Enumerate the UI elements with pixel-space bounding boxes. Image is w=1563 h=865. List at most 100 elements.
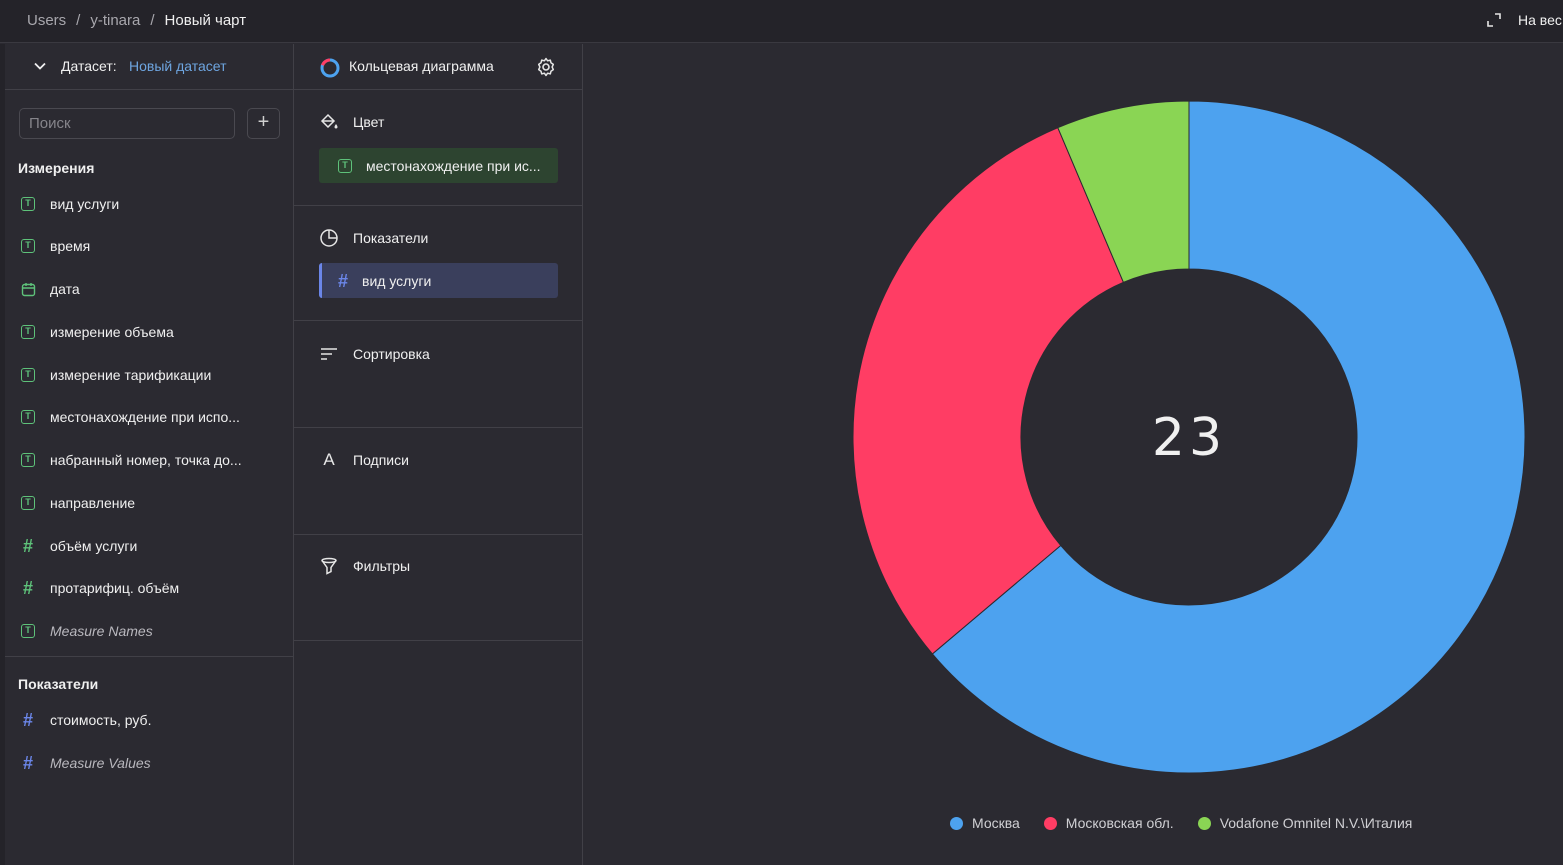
field-item[interactable]: T время [18,231,288,261]
dataset-selector[interactable]: Датасет: Новый датасет [5,44,293,90]
legend-dot [1043,816,1057,830]
hash-icon: # [22,753,33,773]
labels-section-header: A Подписи [319,450,409,470]
chip-label: местонахождение при ис... [366,157,541,174]
sort-section-header: Сортировка [319,344,430,364]
text-type-icon: T [18,365,38,385]
field-label: вид услуги [50,196,120,212]
visualization-selector[interactable]: Кольцевая диаграмма [294,44,583,90]
color-section-label: Цвет [353,114,385,130]
text-type-icon: T [18,450,38,470]
legend-item-vodafone[interactable]: Vodafone Omnitel N.V.\Италия [1197,815,1413,831]
add-field-button[interactable]: + [247,108,280,139]
text-type-icon: T [18,493,38,513]
filters-section-label: Фильтры [353,558,411,574]
field-item[interactable]: # стоимость, руб. [18,705,288,735]
legend-dot [1197,816,1211,830]
chip-label: вид услуги [362,272,432,289]
color-section-header: Цвет [319,112,384,132]
field-label: измерение объема [50,324,174,340]
text-a-icon: A [323,450,335,469]
chart-area [584,44,1563,865]
sort-section-label: Сортировка [353,346,430,362]
dataset-label: Датасет: [61,58,117,74]
calendar-icon [18,279,38,299]
field-label: дата [50,281,80,297]
search-input[interactable] [19,108,235,139]
pie-chart-icon [319,228,339,248]
field-label: местонахождение при испо... [50,409,240,425]
filters-section-header: Фильтры [319,556,410,576]
field-label: направление [50,495,136,511]
legend-label: Vodafone Omnitel N.V.\Италия [1219,815,1413,831]
chevron-down-icon[interactable] [32,58,48,74]
text-type-icon: T [18,621,38,641]
field-item[interactable]: дата [18,274,288,304]
labels-section-label: Подписи [353,452,409,468]
field-item[interactable]: T вид услуги [18,189,288,219]
expand-icon[interactable] [1486,12,1502,28]
text-type-icon: T [18,407,38,427]
field-item[interactable]: # протарифиц. объём [18,573,288,603]
field-item[interactable]: # Measure Values [18,748,288,778]
weight-button[interactable]: На вес [1518,12,1562,28]
sort-icon [319,344,339,364]
field-label: набранный номер, точка до... [50,452,242,468]
text-type-icon: T [18,194,38,214]
legend-item-moscow-region[interactable]: Московская обл. [1043,815,1174,831]
field-label: измерение тарификации [50,367,212,383]
top-bar: Users / y-tinara / Новый чарт На вес [0,0,1563,43]
hash-icon: # [338,270,349,291]
text-type-icon: T [18,322,38,342]
measures-section-header: Показатели [319,228,428,248]
breadcrumb-current: Новый чарт [164,12,247,29]
hash-icon: # [22,536,33,556]
paint-bucket-icon [319,112,339,132]
breadcrumb-separator: / [150,12,155,29]
legend-dot [950,816,963,830]
legend-label: Москва [972,815,1020,831]
hash-icon: # [22,710,33,730]
filter-icon [319,556,339,576]
field-label: Measure Names [50,623,153,639]
field-label: время [50,238,91,254]
labels-section[interactable]: A Подписи [294,428,583,535]
measures-section-label: Показатели [353,230,429,246]
legend-item-moscow[interactable]: Москва [950,815,1020,831]
measure-field-chip[interactable]: # вид услуги [319,263,558,298]
field-label: объём услуги [50,538,138,554]
field-item[interactable]: T измерение объема [18,317,288,347]
hash-icon: # [22,578,33,598]
gear-icon[interactable] [535,56,557,78]
measures-title: Показатели [18,676,99,692]
field-label: стоимость, руб. [50,712,152,728]
filters-section[interactable]: Фильтры [294,535,583,641]
field-item[interactable]: # объём услуги [18,531,288,561]
color-field-chip[interactable]: T местонахождение при ис... [319,148,558,183]
dimensions-title: Измерения [18,160,95,176]
visualization-title: Кольцевая диаграмма [349,58,494,74]
section-divider [5,656,293,657]
visualization-panel: Кольцевая диаграмма Цвет T местонахожден… [294,44,583,865]
breadcrumb-separator: / [76,12,81,29]
measures-section: Показатели # вид услуги [294,206,583,321]
text-type-icon: T [338,158,352,173]
chart-legend: Москва Московская обл. Vodafone Omnitel … [950,815,1412,831]
field-item[interactable]: T измерение тарификации [18,360,288,390]
sort-section[interactable]: Сортировка [294,321,583,428]
field-item[interactable]: T Measure Names [18,616,288,646]
breadcrumb-users[interactable]: Users [27,12,67,29]
field-item[interactable]: T направление [18,488,288,518]
field-label: протарифиц. объём [50,580,180,596]
legend-label: Московская обл. [1065,815,1174,831]
field-label: Measure Values [50,755,151,771]
panel-stripe [0,44,5,865]
breadcrumb-folder[interactable]: y-tinara [90,12,141,29]
breadcrumb: Users / y-tinara / Новый чарт [27,12,246,29]
color-section: Цвет T местонахождение при ис... [294,90,583,206]
text-type-icon: T [18,236,38,256]
field-item[interactable]: T местонахождение при испо... [18,402,288,432]
dataset-panel: Датасет: Новый датасет + Измерения T вид… [0,44,294,865]
field-item[interactable]: T набранный номер, точка до... [18,445,288,475]
dataset-name-link[interactable]: Новый датасет [129,58,227,74]
